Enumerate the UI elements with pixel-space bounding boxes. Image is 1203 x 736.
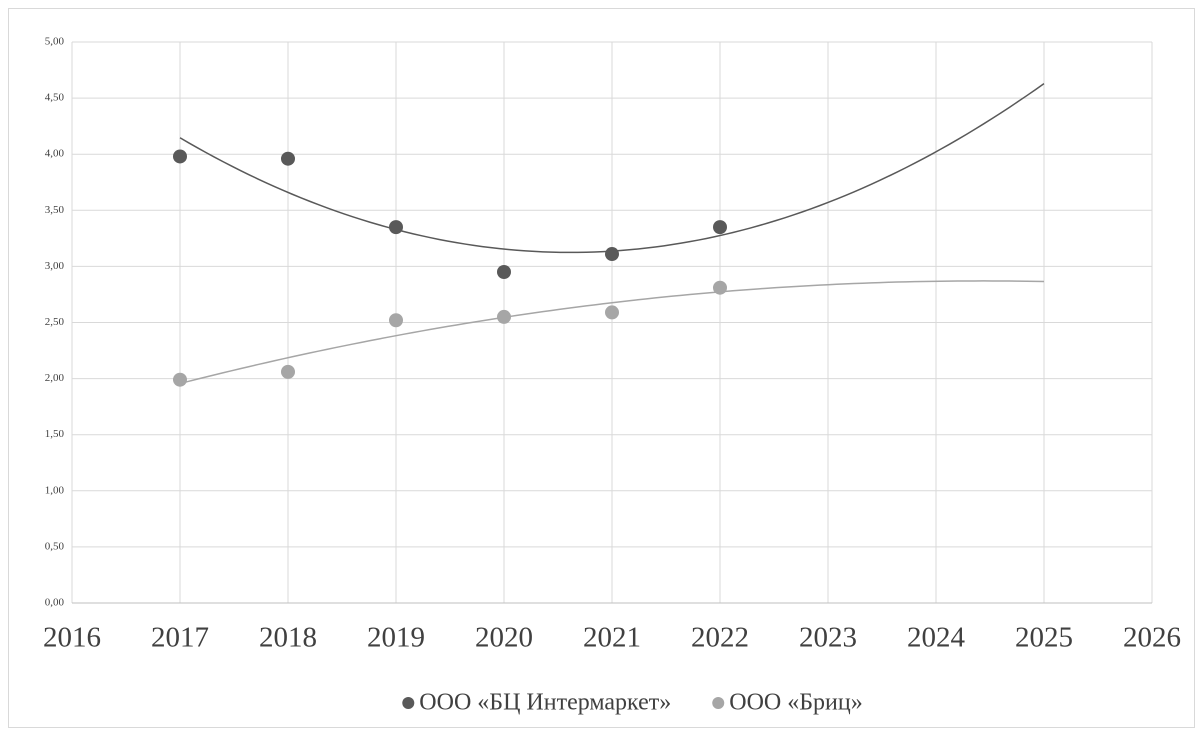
point bbox=[173, 372, 187, 387]
y-tick-label: 1,50 bbox=[45, 428, 65, 440]
y-tick-label: 4,50 bbox=[45, 92, 65, 104]
legend-marker bbox=[712, 697, 725, 709]
x-tick-label: 2024 bbox=[907, 622, 966, 654]
y-tick-label: 0,00 bbox=[45, 597, 65, 609]
point bbox=[605, 305, 619, 320]
legend-item: ООО «БЦ Интермаркет» bbox=[402, 690, 671, 716]
x-tick-label: 2020 bbox=[475, 622, 533, 654]
point bbox=[497, 265, 511, 280]
x-tick-label: 2017 bbox=[151, 622, 209, 654]
legend-label: ООО «БЦ Интермаркет» bbox=[419, 690, 671, 716]
x-tick-label: 2019 bbox=[367, 622, 425, 654]
point bbox=[173, 149, 187, 164]
x-tick-label: 2025 bbox=[1015, 622, 1073, 654]
point bbox=[605, 247, 619, 262]
legend: ООО «БЦ Интермаркет» ООО «Бриц» bbox=[402, 690, 863, 716]
point bbox=[281, 151, 295, 166]
x-tick-label: 2018 bbox=[259, 622, 317, 654]
y-tick-label: 3,00 bbox=[45, 260, 65, 272]
legend-label: ООО «Бриц» bbox=[729, 690, 862, 716]
y-tick-label: 2,50 bbox=[45, 316, 65, 328]
y-tick-label: 1,00 bbox=[45, 484, 65, 496]
chart-border bbox=[8, 8, 1195, 728]
y-tick-label: 3,50 bbox=[45, 204, 65, 216]
trendline bbox=[179, 280, 1045, 385]
point bbox=[389, 313, 403, 328]
point bbox=[713, 280, 727, 295]
x-tick-label: 2022 bbox=[691, 622, 749, 654]
point bbox=[497, 309, 511, 324]
x-tick-label: 2023 bbox=[799, 622, 857, 654]
legend-marker bbox=[402, 697, 415, 709]
legend-item: ООО «Бриц» bbox=[712, 690, 863, 716]
y-tick-label: 5,00 bbox=[45, 36, 65, 48]
y-tick-label: 0,50 bbox=[45, 540, 65, 552]
point bbox=[713, 220, 727, 235]
y-tick-label: 4,00 bbox=[45, 148, 65, 160]
x-tick-label: 2016 bbox=[43, 622, 101, 654]
point bbox=[389, 220, 403, 235]
x-tick-label: 2021 bbox=[583, 622, 641, 654]
y-tick-label: 2,00 bbox=[45, 372, 65, 384]
x-tick-label: 2026 bbox=[1123, 622, 1181, 654]
point bbox=[281, 364, 295, 379]
